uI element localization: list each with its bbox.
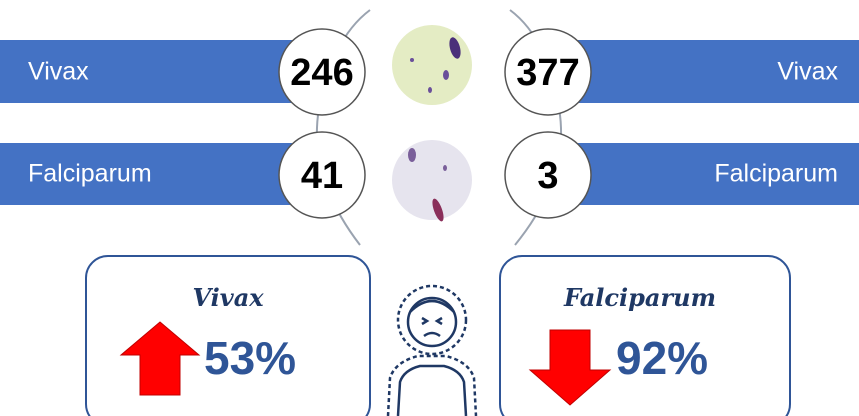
count: 377 [516, 52, 579, 94]
label: Falciparum [28, 160, 152, 188]
change-label: Falciparum [563, 283, 716, 312]
label: Vivax [777, 58, 838, 86]
infographic: Vivax Falciparum 246 41 Vivax Falciparum… [0, 0, 859, 416]
microscope-image [392, 25, 472, 105]
label: Vivax [28, 58, 89, 86]
label: Falciparum [714, 160, 838, 188]
microscope-image [392, 140, 472, 223]
count: 246 [290, 52, 353, 94]
count: 3 [537, 155, 558, 197]
change-label: Vivax [192, 283, 264, 312]
change-value: 92% [616, 332, 708, 384]
change-value: 53% [204, 332, 296, 384]
count: 41 [301, 155, 343, 197]
person-icon [388, 286, 476, 416]
